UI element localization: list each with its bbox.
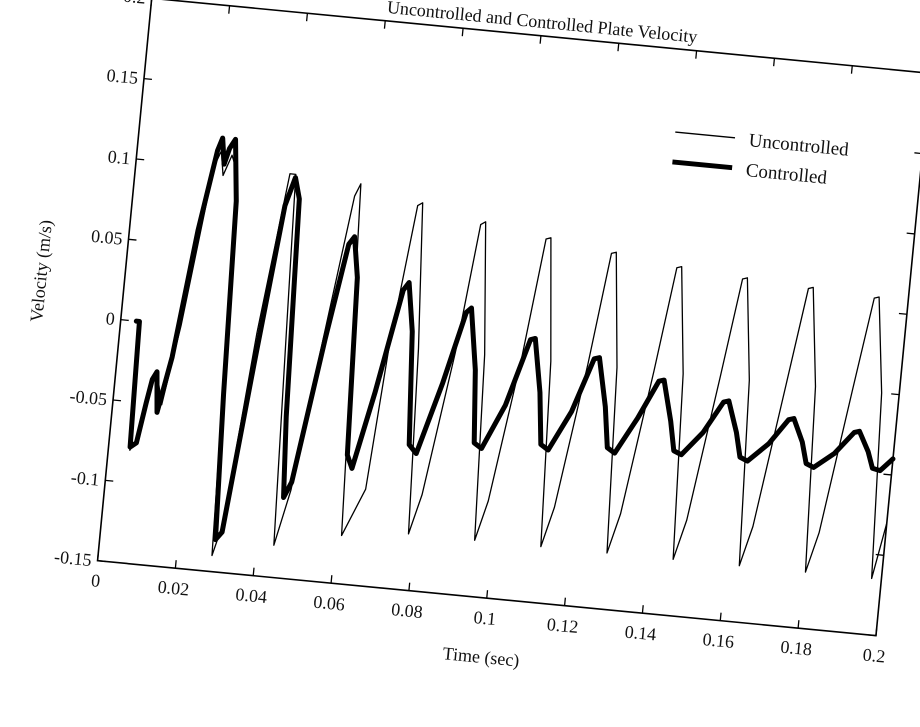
x-tick-mark (408, 582, 411, 591)
x-tick-mark-top (617, 43, 620, 52)
x-tick-mark (563, 597, 567, 606)
x-tick-label: 0.08 (390, 599, 423, 622)
chart-title: Uncontrolled and Controlled Plate Veloci… (386, 0, 698, 47)
y-tick-mark (120, 319, 129, 322)
x-tick-mark-top (773, 58, 776, 67)
legend-swatch-controlled (672, 159, 733, 171)
y-tick-label: 0.05 (90, 226, 123, 249)
y-tick-mark-right (875, 553, 884, 556)
x-tick-mark (330, 575, 333, 584)
y-axis-title: Velocity (m/s) (26, 219, 57, 323)
x-tick-mark (96, 552, 99, 561)
x-tick-label: 0 (90, 570, 101, 591)
x-tick-label: 0.14 (624, 622, 657, 645)
x-tick-mark (875, 627, 878, 636)
plot-frame (96, 0, 920, 637)
y-tick-mark-right (914, 152, 920, 155)
x-tick-label: 0.18 (780, 637, 813, 660)
y-tick-mark (112, 399, 122, 402)
x-tick-label: 0.16 (702, 629, 735, 652)
legend-label-controlled: Controlled (745, 160, 828, 189)
x-tick-mark-top (228, 5, 231, 14)
y-tick-label: 0.1 (107, 146, 131, 168)
y-tick-mark-right (883, 473, 892, 476)
y-tick-mark (105, 479, 114, 482)
x-tick-mark-top (305, 13, 309, 22)
x-tick-mark-top (383, 20, 386, 29)
x-axis-title: Time (sec) (442, 643, 520, 671)
x-tick-label: 0.12 (546, 614, 579, 637)
y-tick-label: 0 (105, 308, 116, 329)
x-tick-mark (719, 612, 722, 621)
x-tick-mark (174, 560, 177, 569)
y-tick-label: 0.2 (122, 0, 146, 8)
legend: Uncontrolled Controlled (672, 130, 850, 189)
y-tick-mark (143, 77, 152, 81)
y-tick-label: -0.1 (70, 467, 100, 490)
y-tick-mark-right (906, 232, 915, 235)
y-tick-mark-right (891, 393, 900, 396)
y-tick-label: -0.05 (69, 386, 108, 410)
x-tick-label: 0.04 (235, 584, 268, 607)
x-tick-mark-top (695, 50, 698, 59)
x-tick-mark-top (539, 35, 542, 44)
x-tick-mark (797, 620, 800, 629)
y-tick-mark (97, 560, 106, 563)
x-tick-mark-top (150, 0, 153, 7)
x-tick-mark (486, 590, 489, 599)
x-tick-mark (252, 567, 255, 576)
x-tick-label: 0.2 (862, 645, 886, 667)
y-tick-mark (128, 238, 137, 241)
legend-label-uncontrolled: Uncontrolled (748, 130, 850, 161)
x-tick-label: 0.1 (473, 607, 497, 629)
y-tick-label: 0.15 (106, 65, 139, 88)
x-tick-label: 0.02 (157, 577, 190, 600)
y-tick-label: -0.15 (53, 547, 92, 571)
x-tick-label: 0.06 (313, 592, 346, 615)
x-tick-mark-top (461, 28, 464, 37)
y-tick-mark-right (898, 312, 907, 315)
y-tick-mark-right (867, 634, 877, 637)
y-tick-mark (136, 158, 145, 161)
x-tick-mark-top (850, 65, 853, 74)
series-line-controlled (127, 135, 896, 543)
x-tick-mark (641, 605, 644, 614)
legend-swatch-uncontrolled (675, 131, 736, 139)
